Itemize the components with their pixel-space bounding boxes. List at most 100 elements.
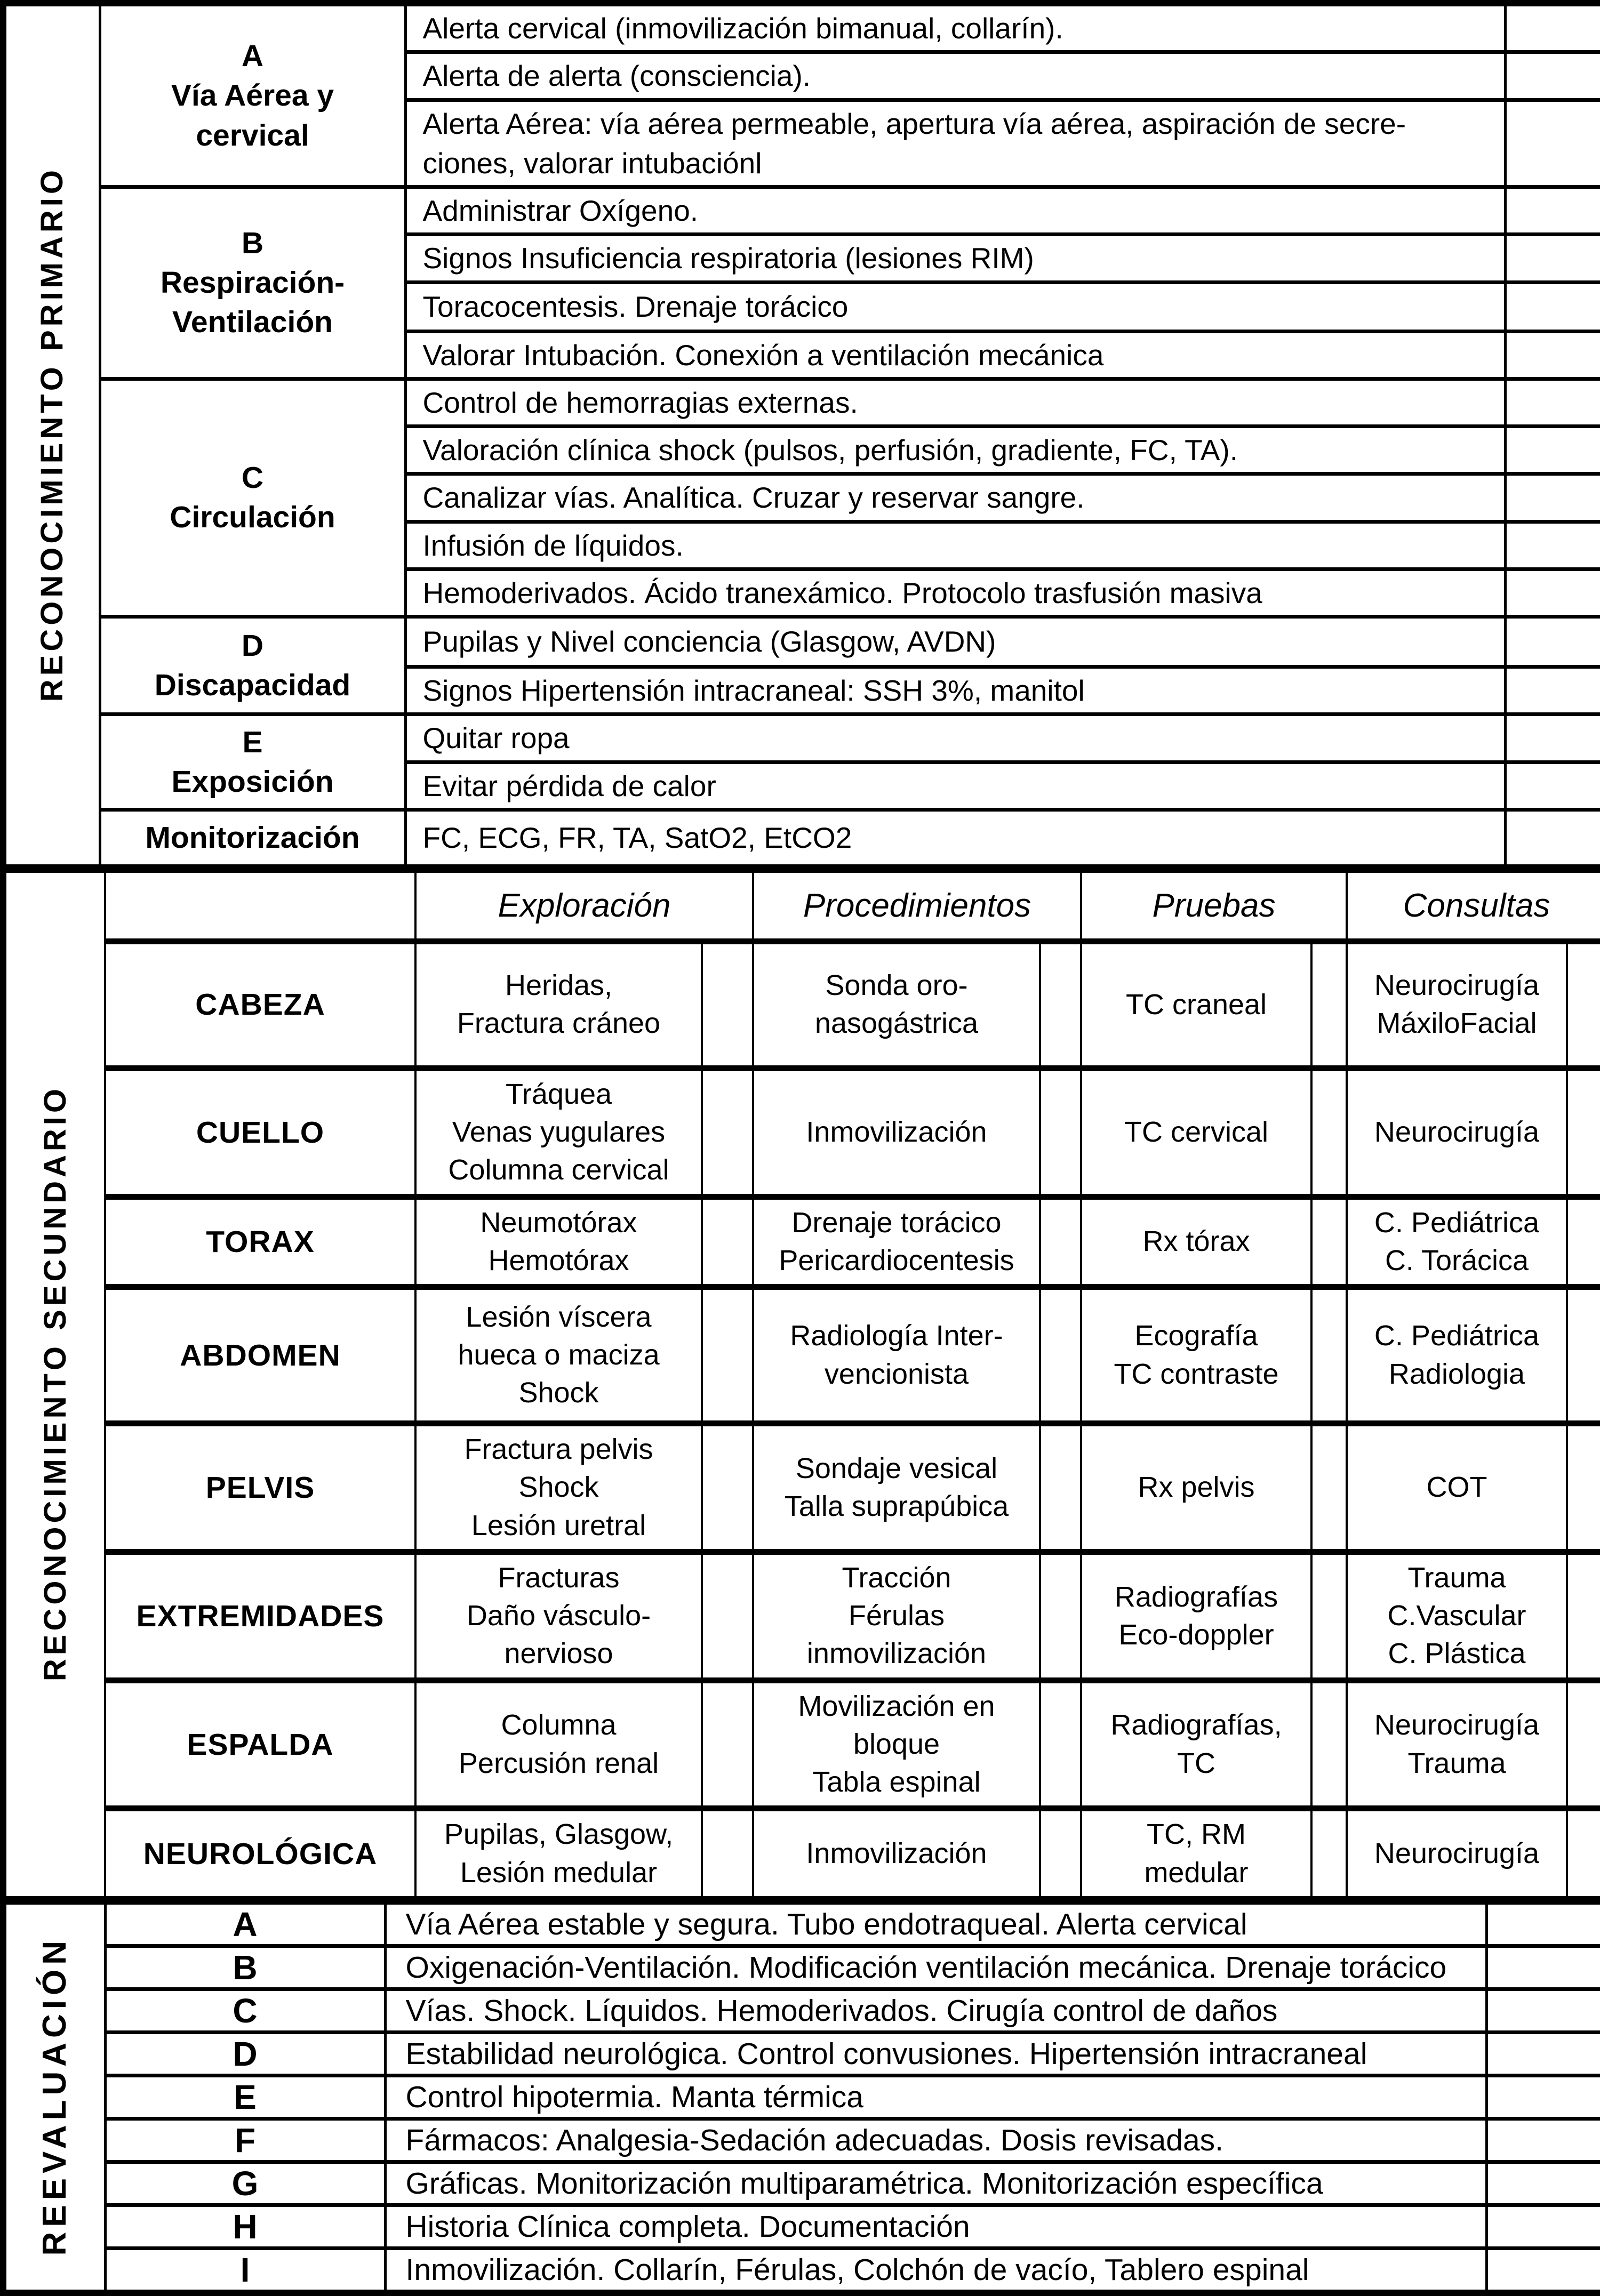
checkbox-cell[interactable] (1503, 807, 1600, 865)
checkbox-cell[interactable] (701, 1065, 754, 1200)
checkbox-cell[interactable] (1503, 98, 1600, 189)
checkbox-cell[interactable] (1565, 1805, 1600, 1896)
step-letter: G (103, 2160, 387, 2207)
checkbox-cell[interactable] (1503, 329, 1600, 381)
checkbox-cell[interactable] (1485, 2117, 1600, 2164)
checklist-item: Hemoderivados. Ácido tranexámico. Protoc… (404, 567, 1507, 619)
checkbox-cell[interactable] (701, 1420, 754, 1555)
checkbox-cell[interactable] (1503, 615, 1600, 669)
consultas-cell: Neurocirugía (1346, 1805, 1568, 1896)
checkbox-cell[interactable] (701, 1548, 754, 1683)
checkbox-cell[interactable] (1485, 2203, 1600, 2250)
checkbox-cell[interactable] (1565, 1677, 1600, 1812)
checkbox-cell[interactable] (1565, 1284, 1600, 1427)
checkbox-cell[interactable] (1310, 1420, 1348, 1555)
checklist-item: Gráficas. Monitorización multiparamétric… (383, 2160, 1488, 2207)
pruebas-cell: TC cervical (1080, 1065, 1313, 1200)
checkbox-cell[interactable] (1503, 760, 1600, 812)
column-header-consultas: Consultas (1345, 873, 1600, 944)
checkbox-cell[interactable] (1503, 184, 1600, 237)
checkbox-cell[interactable] (1310, 938, 1348, 1071)
checklist-item: FC, ECG, FR, TA, SatO2, EtCO2 (404, 807, 1507, 865)
checklist-item: Signos Insuficiencia respiratoria (lesio… (404, 232, 1507, 284)
checkbox-cell[interactable] (1503, 664, 1600, 717)
primary-section-label-text: RECONOCIMIENTO PRIMARIO (35, 166, 70, 702)
checkbox-cell[interactable] (1310, 1065, 1348, 1200)
region-label: TORAX (104, 1193, 417, 1290)
checkbox-cell[interactable] (701, 1677, 754, 1812)
procedimientos-cell: Radiología Inter- vencionista (752, 1284, 1041, 1427)
consultas-cell: C. Pediátrica Radiologia (1346, 1284, 1568, 1427)
checkbox-cell[interactable] (1039, 938, 1082, 1071)
checklist-item: Control hipotermia. Manta térmica (383, 2074, 1488, 2121)
section-divider (6, 864, 1594, 873)
checkbox-cell[interactable] (1503, 712, 1600, 764)
checkbox-cell[interactable] (1039, 1420, 1082, 1555)
step-letter: B (103, 1944, 387, 1991)
checkbox-cell[interactable] (1039, 1065, 1082, 1200)
checkbox-cell[interactable] (1039, 1284, 1082, 1427)
checkbox-cell[interactable] (1485, 2160, 1600, 2207)
checkbox-cell[interactable] (1485, 1905, 1600, 1948)
checkbox-cell[interactable] (1485, 2030, 1600, 2077)
group-a-airway-label: A Vía Aérea y cervical (98, 6, 407, 189)
checkbox-cell[interactable] (1503, 376, 1600, 429)
checkbox-cell[interactable] (1310, 1805, 1348, 1896)
checkbox-cell[interactable] (1565, 1065, 1600, 1200)
exploracion-cell: Fractura pelvis Shock Lesión uretral (414, 1420, 703, 1555)
consultas-cell: Neurocirugía (1346, 1065, 1568, 1200)
region-label: EXTREMIDADES (104, 1548, 417, 1683)
checkbox-cell[interactable] (701, 1284, 754, 1427)
group-b-breathing-label: B Respiración- Ventilación (98, 185, 407, 381)
checkbox-cell[interactable] (1565, 1420, 1600, 1555)
step-letter: D (103, 2030, 387, 2077)
checklist-item: Infusión de líquidos. (404, 519, 1507, 571)
checkbox-cell[interactable] (1503, 519, 1600, 571)
checkbox-cell[interactable] (1310, 1193, 1348, 1290)
checkbox-cell[interactable] (1485, 1944, 1600, 1991)
exploracion-cell: Lesión víscera hueca o maciza Shock (414, 1284, 703, 1427)
checklist-item: Canalizar vías. Analítica. Cruzar y rese… (404, 472, 1507, 524)
column-header-pruebas: Pruebas (1080, 873, 1348, 944)
checkbox-cell[interactable] (1565, 1193, 1600, 1290)
checkbox-cell[interactable] (1503, 472, 1600, 524)
checkbox-cell[interactable] (1039, 1805, 1082, 1896)
procedimientos-cell: Sonda oro- nasogástrica (752, 938, 1041, 1071)
step-letter: I (103, 2246, 387, 2290)
procedimientos-cell: Drenaje torácico Pericardiocentesis (752, 1193, 1041, 1290)
checkbox-cell[interactable] (1503, 280, 1600, 333)
step-letter: E (103, 2074, 387, 2121)
checkbox-cell[interactable] (1039, 1193, 1082, 1290)
checklist-item: Signos Hipertensión intracraneal: SSH 3%… (404, 664, 1507, 717)
checkbox-cell[interactable] (1310, 1677, 1348, 1812)
checkbox-cell[interactable] (1039, 1548, 1082, 1683)
checkbox-cell[interactable] (1039, 1677, 1082, 1812)
group-d-disability-label: D Discapacidad (98, 614, 407, 717)
checkbox-cell[interactable] (1503, 6, 1600, 54)
checkbox-cell[interactable] (701, 1193, 754, 1290)
checkbox-cell[interactable] (701, 938, 754, 1071)
checkbox-cell[interactable] (1485, 2246, 1600, 2290)
step-letter: C (103, 1987, 387, 2034)
procedimientos-cell: Movilización en bloque Tabla espinal (752, 1677, 1041, 1812)
checklist-item: Quitar ropa (404, 712, 1507, 764)
checkbox-cell[interactable] (1565, 1548, 1600, 1683)
checkbox-cell[interactable] (1485, 2074, 1600, 2121)
checkbox-cell[interactable] (701, 1805, 754, 1896)
checklist-item: Alerta cervical (inmovilización bimanual… (404, 6, 1507, 54)
exploracion-cell: Pupilas, Glasgow, Lesión medular (414, 1805, 703, 1896)
checkbox-cell[interactable] (1310, 1548, 1348, 1683)
checkbox-cell[interactable] (1310, 1284, 1348, 1427)
checklist-item: Pupilas y Nivel conciencia (Glasgow, AVD… (404, 615, 1507, 669)
checkbox-cell[interactable] (1485, 1987, 1600, 2034)
checkbox-cell[interactable] (1565, 938, 1600, 1071)
step-letter: H (103, 2203, 387, 2250)
checkbox-cell[interactable] (1503, 232, 1600, 284)
checklist-item: Control de hemorragias externas. (404, 376, 1507, 429)
checkbox-cell[interactable] (1503, 567, 1600, 619)
checkbox-cell[interactable] (1503, 50, 1600, 102)
step-letter: A (103, 1905, 387, 1948)
checkbox-cell[interactable] (1503, 424, 1600, 476)
group-c-circulation-label: C Circulación (98, 376, 407, 619)
checklist-item: Oxigenación-Ventilación. Modificación ve… (383, 1944, 1488, 1991)
